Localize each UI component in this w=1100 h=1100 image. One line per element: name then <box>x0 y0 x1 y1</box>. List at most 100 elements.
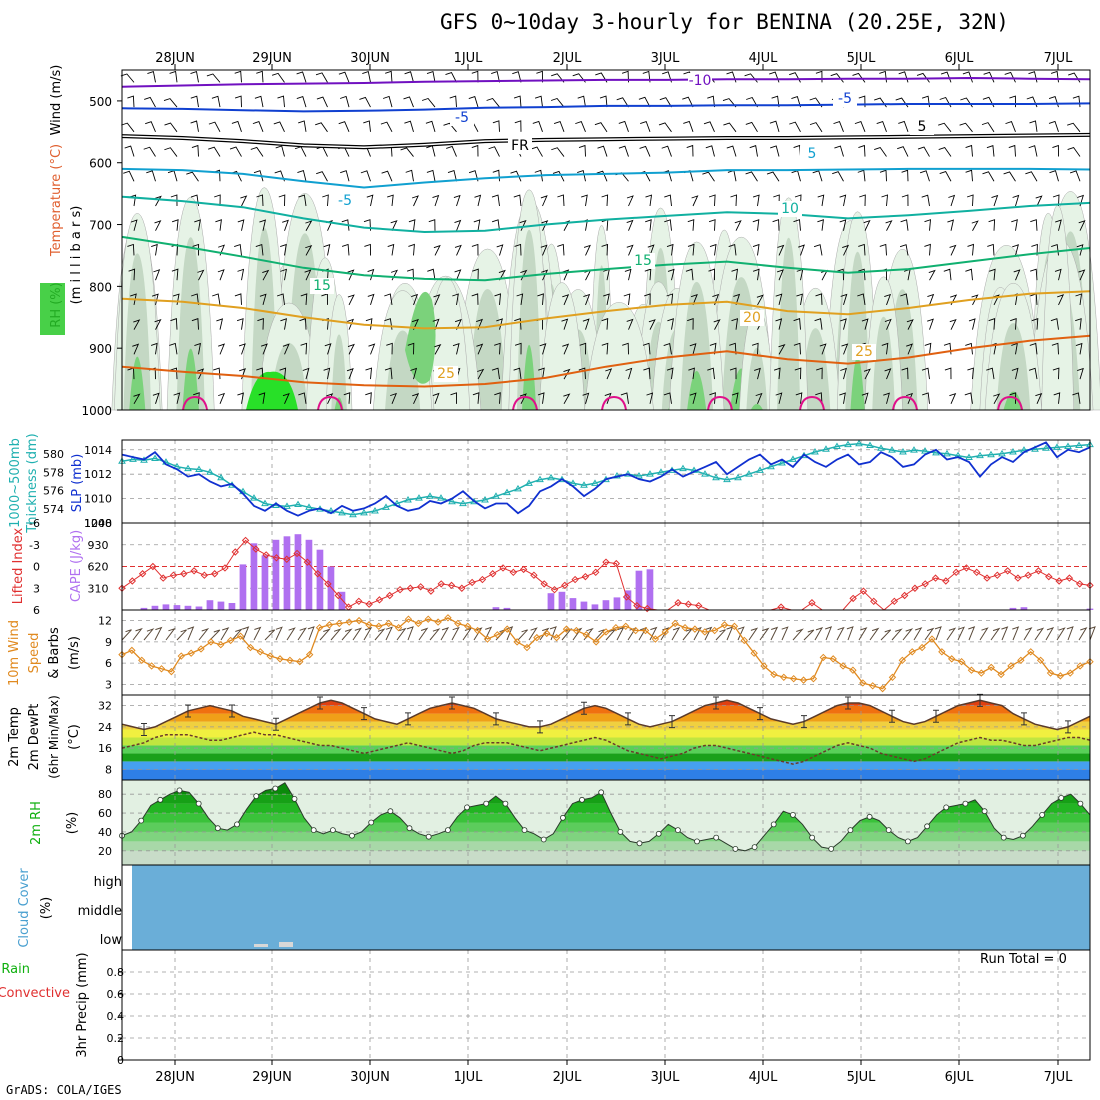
wind-speed-point <box>671 619 679 628</box>
day-label-bottom: 3JUL <box>651 1070 681 1085</box>
upper-wind-barb <box>256 70 264 83</box>
rh-shade-mid <box>746 347 768 410</box>
rh-shade-high <box>850 355 865 410</box>
upper-wind-barb <box>260 343 268 355</box>
lifted-index-point <box>1065 574 1074 582</box>
cape-bar <box>602 600 610 610</box>
temp-minmax-bar <box>669 715 675 729</box>
surface-wind-barb <box>946 627 957 641</box>
upper-wind-barb <box>1050 318 1059 330</box>
upper-wind-barb <box>967 367 974 380</box>
upper-wind-barb <box>993 393 1001 405</box>
lifted-tick-label: 3 <box>33 582 40 595</box>
upper-wind-barb <box>514 318 522 330</box>
upper-wind-barb <box>1012 194 1020 207</box>
rh-point <box>483 800 490 807</box>
upper-wind-barb <box>229 146 242 157</box>
upper-wind-barb <box>218 392 225 404</box>
cape-bar <box>316 549 324 610</box>
lifted-index-point <box>983 574 991 582</box>
upper-wind-barb <box>959 122 973 133</box>
rh-point <box>713 834 720 841</box>
cape-bar <box>338 591 346 610</box>
upper-wind-barb <box>815 70 823 83</box>
wind-speed-point <box>394 624 403 632</box>
temp-minmax-bar <box>977 693 983 707</box>
upper-wind-barb <box>145 121 156 132</box>
lifted-index-point <box>468 578 476 587</box>
upper-wind-barb <box>294 146 307 157</box>
wind-speed-point <box>335 619 344 628</box>
upper-wind-barb <box>341 243 350 256</box>
lifted-index-point <box>355 597 363 606</box>
surface-wind-barb <box>737 626 745 641</box>
lifted-index-point <box>499 564 507 572</box>
surface-wind-barb <box>1023 627 1033 641</box>
upper-wind-barb <box>316 146 328 157</box>
upper-wind-barb <box>577 169 586 182</box>
rh-shade-mid <box>872 316 896 410</box>
upper-wind-barb <box>922 392 930 404</box>
wind-speed-point <box>217 641 225 649</box>
lifted-index-point <box>283 555 291 563</box>
upper-wind-barb <box>639 145 651 157</box>
temp-minmax-bar <box>185 704 191 718</box>
lifted-index-point <box>262 551 270 559</box>
lifted-index-point <box>1014 574 1022 582</box>
upper-wind-barb <box>473 219 481 231</box>
lifted-index-point <box>118 584 126 592</box>
wind-speed-point <box>315 624 324 632</box>
wind-speed-point <box>809 675 818 683</box>
upper-wind-barb <box>387 194 394 207</box>
rh-tick-label: 40 <box>98 826 112 839</box>
wind10-axis-label-b: Speed <box>27 633 42 674</box>
cape-bar <box>184 605 192 610</box>
upper-wind-barb <box>795 392 803 404</box>
contour-label: -5 <box>455 110 469 126</box>
upper-wind-barb <box>280 318 287 330</box>
wind-speed-point <box>552 633 561 642</box>
upper-wind-barb <box>688 367 695 380</box>
upper-wind-barb <box>594 122 608 133</box>
upper-wind-barb <box>583 244 591 256</box>
pressure-tick-label: 600 <box>89 157 112 171</box>
wind-axis-label: Wind (m/s) <box>49 65 64 136</box>
upper-wind-barb <box>316 96 328 108</box>
surface-wind-barb <box>132 627 143 641</box>
surface-wind-barb <box>396 627 407 641</box>
upper-wind-barb <box>130 293 137 305</box>
cape-bar <box>151 605 159 610</box>
precip-frame <box>121 949 1091 1061</box>
cloud-cover-fill <box>132 865 1090 950</box>
upper-wind-barb <box>302 367 310 380</box>
wind-speed-point <box>602 628 610 636</box>
surface-wind-barb <box>869 627 880 641</box>
upper-wind-barb <box>924 342 932 355</box>
rh-point <box>828 846 835 852</box>
upper-wind-barb <box>991 194 999 207</box>
surface-wind-barb <box>517 629 528 641</box>
pressure-tick-label: 1000 <box>81 404 112 418</box>
temperature-contour <box>121 76 1091 88</box>
rh-point <box>962 800 969 807</box>
upper-wind-barb <box>1003 171 1016 182</box>
temp-band <box>122 745 1090 754</box>
thickness-point <box>756 466 764 473</box>
upper-wind-barb <box>648 319 656 330</box>
upper-wind-barb <box>256 367 264 380</box>
temp-axis-label-c: (6hr Min/Max) <box>47 695 61 779</box>
upper-wind-barb <box>943 268 952 281</box>
cape-bar <box>624 590 632 610</box>
upper-wind-barb <box>453 194 461 207</box>
rh-point <box>943 804 950 811</box>
upper-wind-barb <box>452 293 459 305</box>
thickness-point <box>206 468 214 475</box>
lifted-index-point <box>911 584 919 592</box>
rh-point <box>636 840 643 847</box>
upper-wind-barb <box>194 342 201 355</box>
surface-wind-barb <box>671 627 681 641</box>
upper-wind-barb <box>857 293 866 305</box>
upper-wind-barb <box>213 367 221 380</box>
precip-tick-label: 0.2 <box>107 1032 125 1045</box>
surface-wind-barb <box>1088 626 1096 641</box>
